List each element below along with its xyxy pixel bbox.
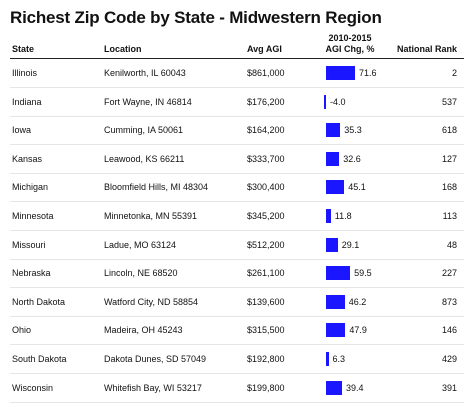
agi-change-bar	[326, 294, 345, 309]
cell-state: Ohio	[12, 325, 32, 336]
agi-change-bar	[326, 323, 346, 338]
cell-state: North Dakota	[12, 296, 66, 307]
cell-agi-change: 11.8	[334, 211, 352, 221]
cell-location: Lincoln, NE 68520	[104, 268, 178, 279]
cell-national-rank: 537	[441, 96, 457, 107]
agi-change-bar	[326, 123, 341, 138]
header-avg-agi: Avg AGI	[247, 44, 282, 54]
cell-national-rank: 2	[451, 68, 457, 78]
cell-national-rank: 127	[441, 153, 457, 164]
agi-change-bar	[326, 237, 338, 252]
table-row: Indiana Fort Wayne, IN 46814 $176,200 -4.0 5…	[10, 88, 464, 117]
cell-agi-change: 35.3	[344, 125, 362, 136]
cell-location: Ladue, MO 63124	[104, 239, 177, 250]
table-row: Ohio Madeira, OH 45243 $315,500 47.9 146	[10, 316, 464, 346]
cell-location: Kenilworth, IL 60043	[104, 68, 186, 78]
cell-state: Illinois	[12, 68, 38, 78]
cell-avg-agi: $164,200	[247, 125, 285, 136]
cell-state: Iowa	[12, 125, 32, 136]
cell-avg-agi: $333,700	[247, 153, 285, 164]
header-location: Location	[104, 44, 142, 54]
cell-location: Dakota Dunes, SD 57049	[104, 354, 207, 364]
table-row: North Dakota Watford City, ND 58854 $139,6…	[10, 288, 464, 317]
table-row: Iowa Cumming, IA 50061 $164,200 35.3 618	[10, 116, 464, 146]
cell-state: Kansas	[12, 153, 43, 164]
cell-state: Nebraska	[12, 268, 51, 279]
cell-agi-change: 47.9	[349, 325, 367, 336]
agi-change-bar	[326, 380, 342, 395]
cell-state: Wisconsin	[12, 382, 54, 393]
page-title: Richest Zip Code by State - Midwestern R…	[10, 8, 382, 27]
cell-state: Indiana	[12, 96, 42, 107]
agi-change-bar	[324, 94, 326, 109]
table-row: Illinois Kenilworth, IL 60043 $861,000 71.6…	[10, 59, 464, 88]
cell-national-rank: 113	[442, 211, 457, 221]
cell-state: Missouri	[12, 239, 46, 250]
cell-avg-agi: $861,000	[247, 68, 285, 78]
cell-national-rank: 227	[441, 268, 457, 279]
cell-agi-change: 46.2	[348, 296, 367, 307]
cell-national-rank: 429	[441, 354, 457, 364]
cell-agi-change: 6.3	[332, 354, 346, 364]
cell-national-rank: 618	[441, 125, 457, 136]
cell-agi-change: 45.1	[348, 182, 366, 193]
cell-location: Bloomfield Hills, MI 48304	[104, 182, 209, 193]
cell-national-rank: 391	[441, 382, 457, 393]
cell-agi-change: 32.6	[343, 153, 361, 164]
cell-agi-change: 71.6	[359, 68, 377, 78]
cell-location: Fort Wayne, IN 46814	[104, 96, 192, 107]
header-agi-change-line1: 2010-2015	[328, 33, 372, 43]
cell-state: Minnesota	[12, 211, 54, 221]
cell-agi-change: 39.4	[345, 382, 364, 393]
header-agi-change-line2: AGI Chg, %	[325, 44, 375, 54]
cell-avg-agi: $512,200	[247, 239, 285, 250]
cell-avg-agi: $199,800	[247, 382, 285, 393]
header-agi-change: 2010-2015 AGI Chg, %	[324, 33, 376, 55]
cell-national-rank: 873	[441, 296, 457, 307]
header-divider	[10, 58, 464, 59]
cell-location: Leawood, KS 66211	[104, 153, 185, 164]
cell-avg-agi: $261,100	[247, 268, 285, 279]
agi-change-bar	[326, 180, 345, 195]
cell-agi-change: 59.5	[354, 268, 372, 279]
cell-location: Whitefish Bay, WI 53217	[104, 382, 202, 393]
cell-national-rank: 168	[441, 182, 457, 193]
header-national-rank: National Rank	[396, 44, 457, 54]
agi-change-bar	[326, 151, 340, 166]
agi-change-bar	[326, 209, 331, 223]
cell-location: Watford City, ND 58854	[104, 296, 199, 307]
cell-agi-change: -4.0	[330, 96, 346, 107]
cell-avg-agi: $176,200	[247, 96, 285, 107]
cell-avg-agi: $300,400	[247, 182, 285, 193]
table-row: Kansas Leawood, KS 66211 $333,700 32.6 127	[10, 145, 464, 174]
agi-change-bar	[326, 266, 351, 281]
cell-avg-agi: $139,600	[247, 296, 285, 307]
table-row: Minnesota Minnetonka, MN 55391 $345,200 11.…	[10, 202, 464, 231]
agi-change-bar	[326, 66, 355, 80]
cell-avg-agi: $192,800	[247, 354, 285, 364]
cell-avg-agi: $315,500	[247, 325, 285, 336]
cell-state: Michigan	[12, 182, 49, 193]
cell-avg-agi: $345,200	[247, 211, 285, 221]
table-row: Missouri Ladue, MO 63124 $512,200 29.1 48	[10, 231, 464, 260]
cell-national-rank: 48	[446, 239, 457, 250]
cell-location: Minnetonka, MN 55391	[104, 211, 198, 221]
cell-agi-change: 29.1	[341, 239, 360, 250]
table-row: Michigan Bloomfield Hills, MI 48304 $300,4…	[10, 173, 464, 203]
table-row: Wisconsin Whitefish Bay, WI 53217 $199,800…	[10, 374, 464, 403]
cell-national-rank: 146	[441, 325, 457, 336]
table-row: South Dakota Dakota Dunes, SD 57049 $192,8…	[10, 345, 464, 374]
agi-change-bar	[326, 352, 329, 366]
cell-state: South Dakota	[12, 354, 67, 364]
cell-location: Cumming, IA 50061	[104, 125, 184, 136]
header-state: State	[12, 44, 35, 54]
table-row: Nebraska Lincoln, NE 68520 $261,100 59.5 227	[10, 259, 464, 289]
cell-location: Madeira, OH 45243	[104, 325, 183, 336]
